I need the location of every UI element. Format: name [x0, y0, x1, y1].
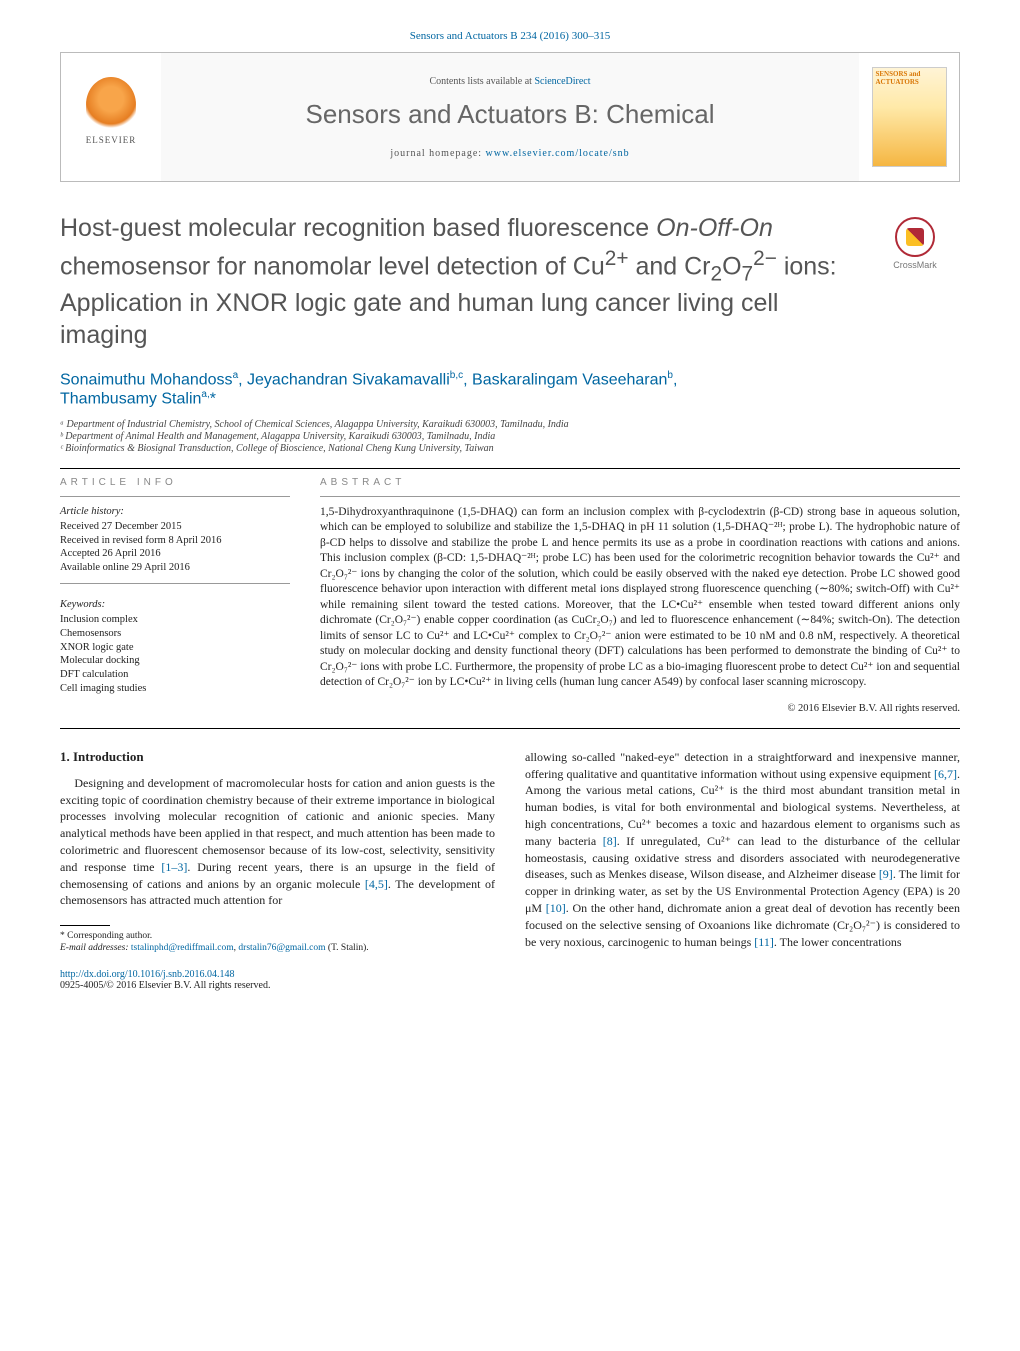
publisher-label: ELSEVIER	[86, 135, 137, 145]
intro-heading: 1. Introduction	[60, 749, 495, 765]
affiliations: ᵃ Department of Industrial Chemistry, Sc…	[60, 419, 960, 454]
ref-11[interactable]: [11]	[754, 935, 774, 949]
intro-p2a: allowing so-called "naked-eye" detection…	[525, 750, 960, 781]
doi-block: http://dx.doi.org/10.1016/j.snb.2016.04.…	[60, 969, 495, 991]
homepage-prefix: journal homepage:	[390, 148, 485, 159]
email-suffix: (T. Stalin).	[326, 943, 369, 953]
history-received: Received 27 December 2015	[60, 520, 290, 534]
footnotes: * Corresponding author. E-mail addresses…	[60, 930, 495, 955]
elsevier-tree-icon	[86, 77, 136, 132]
keyword-1: Chemosensors	[60, 627, 290, 641]
email-label: E-mail addresses:	[60, 943, 131, 953]
history-online: Available online 29 April 2016	[60, 561, 290, 575]
doi-link[interactable]: http://dx.doi.org/10.1016/j.snb.2016.04.…	[60, 969, 235, 980]
elsevier-logo: ELSEVIER	[81, 77, 141, 157]
ref-4-5[interactable]: [4,5]	[365, 877, 388, 891]
ref-10[interactable]: [10]	[546, 901, 566, 915]
ref-9[interactable]: [9]	[879, 867, 893, 881]
intro-paragraph-1: Designing and development of macromolecu…	[60, 775, 495, 909]
cover-cell: SENSORS and ACTUATORS	[859, 53, 959, 181]
journal-header: ELSEVIER Contents lists available at Sci…	[60, 52, 960, 182]
journal-reference: Sensors and Actuators B 234 (2016) 300–3…	[60, 30, 960, 42]
rule-bottom	[60, 728, 960, 729]
email-link-2[interactable]: drstalin76@gmail.com	[238, 943, 325, 953]
homepage-link[interactable]: www.elsevier.com/locate/snb	[486, 148, 630, 159]
sciencedirect-link[interactable]: ScienceDirect	[534, 76, 590, 87]
ref-1-3[interactable]: [1–3]	[161, 860, 187, 874]
affiliation-b: ᵇ Department of Animal Health and Manage…	[60, 431, 960, 442]
contents-prefix: Contents lists available at	[429, 76, 534, 87]
abstract-text: 1,5-Dihydroxyanthraquinone (1,5-DHAQ) ca…	[320, 505, 960, 691]
ref-8[interactable]: [8]	[603, 834, 617, 848]
keyword-5: Cell imaging studies	[60, 682, 290, 696]
journal-cover-thumb: SENSORS and ACTUATORS	[872, 67, 947, 167]
keywords-rule-top	[60, 583, 290, 584]
history-accepted: Accepted 26 April 2016	[60, 547, 290, 561]
header-center: Contents lists available at ScienceDirec…	[161, 53, 859, 181]
affiliation-c: ᶜ Bioinformatics & Biosignal Transductio…	[60, 443, 960, 454]
footnote-separator	[60, 925, 110, 926]
cover-thumb-title: SENSORS and ACTUATORS	[876, 71, 943, 86]
journal-name: Sensors and Actuators B: Chemical	[169, 99, 851, 130]
corresponding-author: * Corresponding author.	[60, 930, 495, 942]
crossmark-badge[interactable]: CrossMark	[870, 217, 960, 270]
crossmark-label: CrossMark	[893, 260, 937, 270]
keyword-0: Inclusion complex	[60, 613, 290, 627]
abstract-rule	[320, 496, 960, 497]
keyword-3: Molecular docking	[60, 654, 290, 668]
article-info-label: ARTICLE INFO	[60, 477, 290, 488]
keywords-label: Keywords:	[60, 598, 290, 612]
info-rule	[60, 496, 290, 497]
issn-copyright: 0925-4005/© 2016 Elsevier B.V. All right…	[60, 980, 270, 991]
copyright-line: © 2016 Elsevier B.V. All rights reserved…	[320, 703, 960, 714]
affiliation-a: ᵃ Department of Industrial Chemistry, Sc…	[60, 419, 960, 430]
crossmark-icon	[895, 217, 935, 257]
ref-6-7[interactable]: [6,7]	[934, 767, 957, 781]
article-title: Host-guest molecular recognition based f…	[60, 212, 860, 352]
homepage-line: journal homepage: www.elsevier.com/locat…	[169, 148, 851, 159]
history-revised: Received in revised form 8 April 2016	[60, 534, 290, 548]
authors-list: Sonaimuthu Mohandossa, Jeyachandran Siva…	[60, 370, 960, 409]
email-line: E-mail addresses: tstalinphd@rediffmail.…	[60, 942, 495, 954]
email-link-1[interactable]: tstalinphd@rediffmail.com	[131, 943, 234, 953]
intro-p2f: . The lower concentrations	[774, 935, 902, 949]
publisher-logo-cell: ELSEVIER	[61, 53, 161, 181]
history-label: Article history:	[60, 505, 290, 519]
keyword-2: XNOR logic gate	[60, 641, 290, 655]
abstract-label: ABSTRACT	[320, 477, 960, 488]
intro-paragraph-2: allowing so-called "naked-eye" detection…	[525, 749, 960, 951]
keyword-4: DFT calculation	[60, 668, 290, 682]
contents-available-line: Contents lists available at ScienceDirec…	[169, 76, 851, 87]
rule-top	[60, 468, 960, 469]
